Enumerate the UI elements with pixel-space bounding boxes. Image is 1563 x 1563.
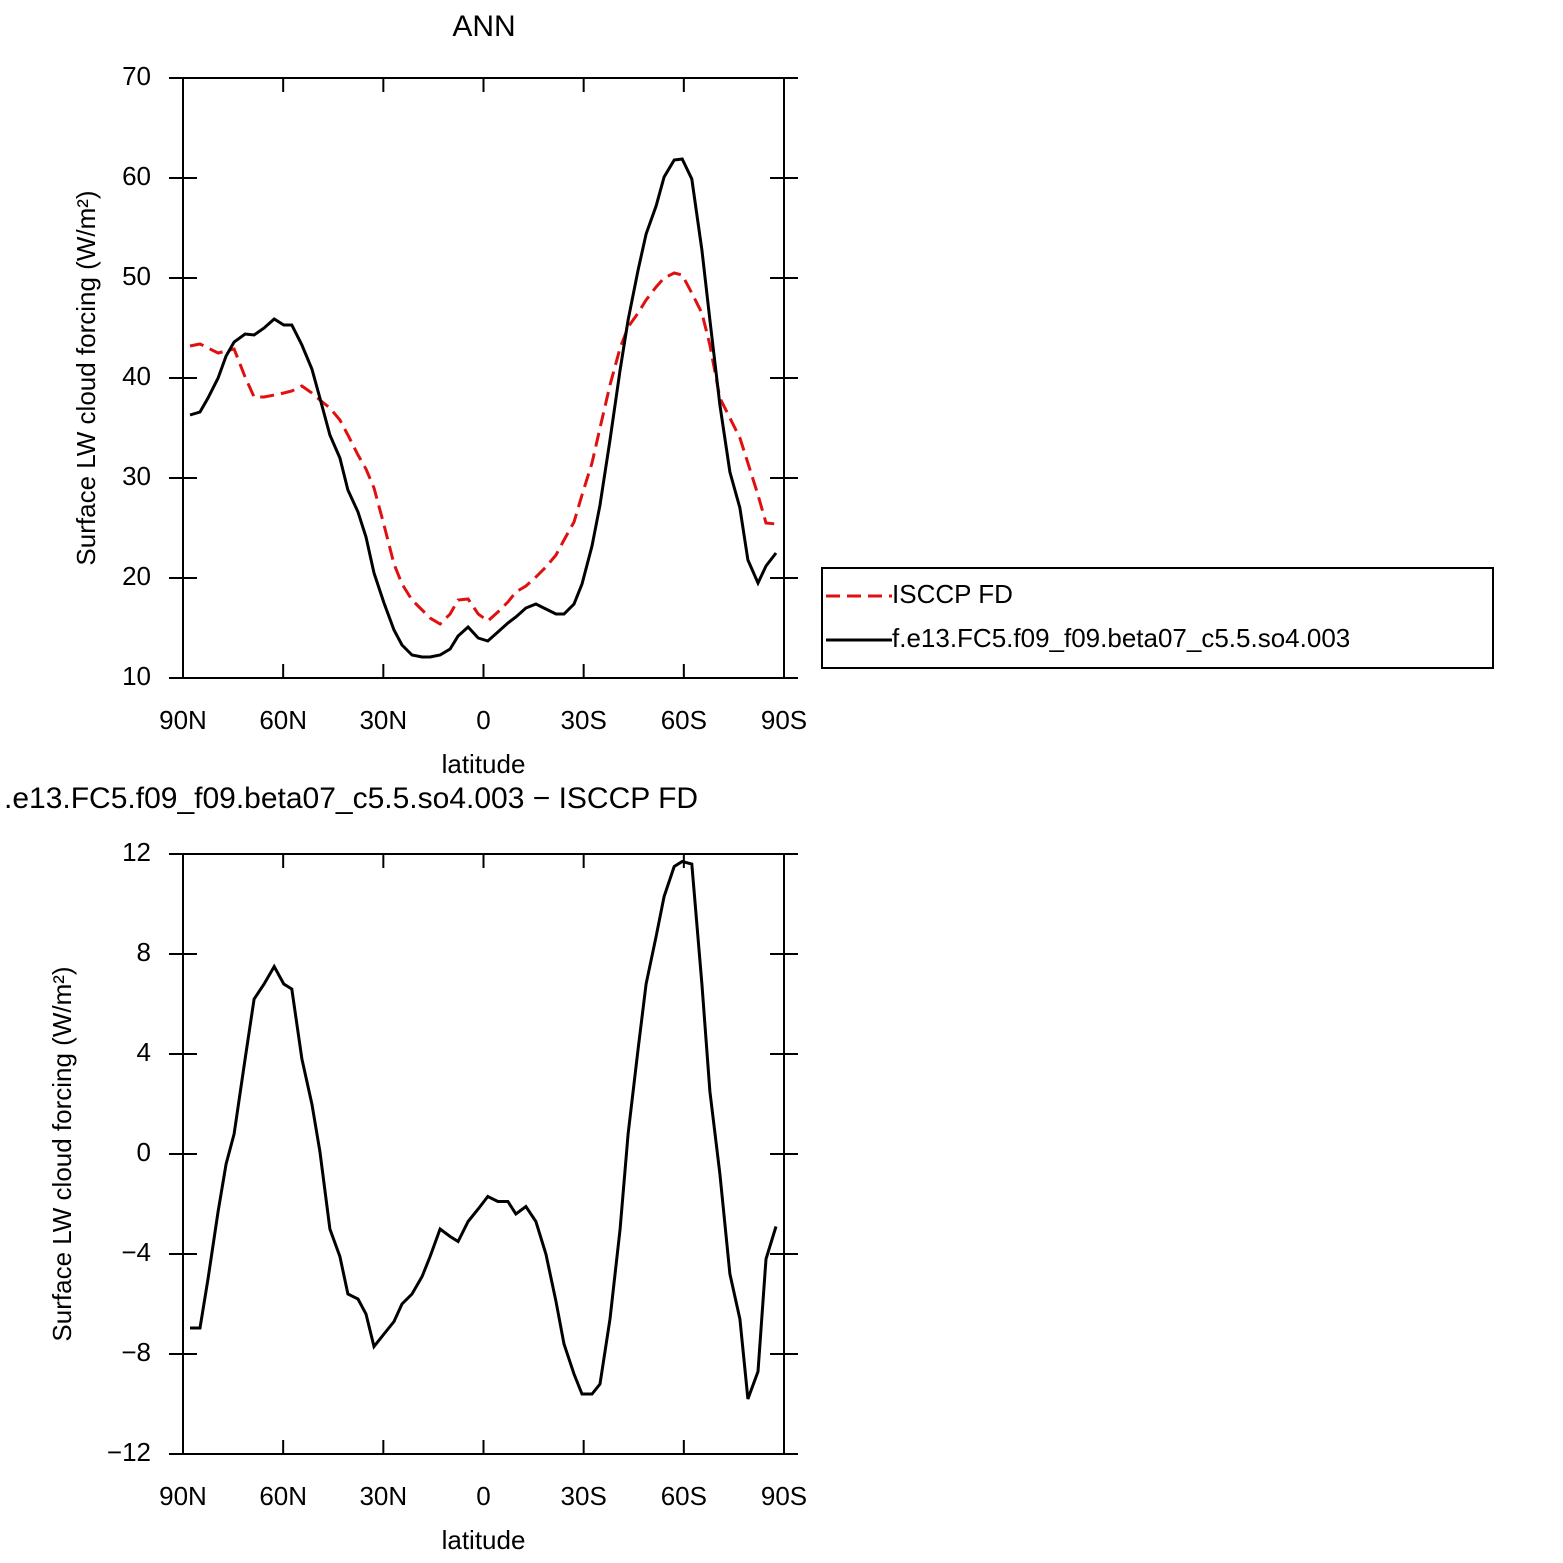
x-axis-label: latitude: [442, 1525, 526, 1555]
x-tick-label: 90S: [761, 705, 807, 735]
x-tick-label: 30S: [561, 705, 607, 735]
x-axis-label: latitude: [442, 749, 526, 779]
x-tick-label: 90N: [159, 1481, 207, 1511]
x-tick-label: 30N: [359, 1481, 407, 1511]
legend-label: f.e13.FC5.f09_f09.beta07_c5.5.so4.003: [892, 623, 1350, 653]
x-tick-label: 60S: [661, 705, 707, 735]
legend-box: [821, 567, 1494, 669]
x-tick-label: 90S: [761, 1481, 807, 1511]
data-line: [189, 271, 777, 626]
x-tick-label: 0: [476, 1481, 490, 1511]
x-tick-label: 30S: [561, 1481, 607, 1511]
y-tick-label: 60: [122, 161, 151, 191]
y-tick-label: 40: [122, 361, 151, 391]
y-tick-label: 0: [137, 1137, 151, 1167]
y-tick-label: 4: [137, 1037, 151, 1067]
y-tick-label: 8: [137, 937, 151, 967]
y-tick-label: 10: [122, 661, 151, 691]
x-tick-label: 60N: [259, 705, 307, 735]
y-axis-label: Surface LW cloud forcing (W/m²): [47, 966, 77, 1341]
x-tick-label: 60S: [661, 1481, 707, 1511]
y-tick-label: 12: [122, 837, 151, 867]
x-tick-label: 60N: [259, 1481, 307, 1511]
y-tick-label: 20: [122, 561, 151, 591]
y-tick-label: −8: [121, 1337, 151, 1367]
y-axis-label: Surface LW cloud forcing (W/m²): [71, 190, 101, 565]
y-tick-label: 30: [122, 461, 151, 491]
data-line: [189, 157, 778, 659]
y-tick-label: −12: [107, 1437, 151, 1467]
x-tick-label: 0: [476, 705, 490, 735]
chart-title: .e13.FC5.f09_f09.beta07_c5.5.so4.003 − I…: [4, 782, 698, 815]
x-tick-label: 90N: [159, 705, 207, 735]
chart-title: ANN: [452, 10, 515, 43]
plot-frame: [182, 853, 785, 1455]
plot-frame: [182, 77, 785, 679]
y-tick-label: 70: [122, 61, 151, 91]
y-tick-label: 50: [122, 261, 151, 291]
legend-label: ISCCP FD: [892, 579, 1013, 609]
y-tick-label: −4: [121, 1237, 151, 1267]
data-line: [190, 859, 778, 1400]
x-tick-label: 30N: [359, 705, 407, 735]
